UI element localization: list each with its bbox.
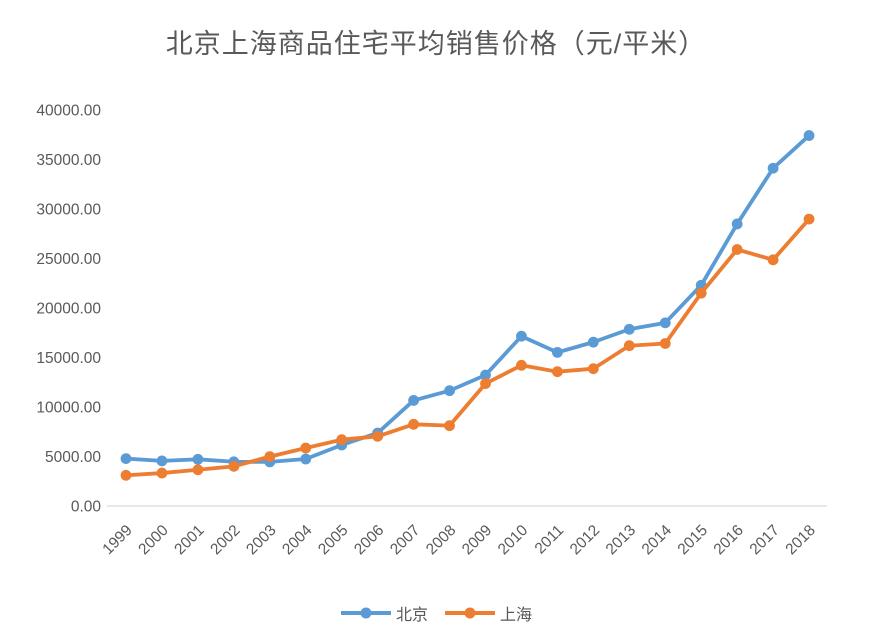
legend-marker-beijing-icon [340, 607, 391, 619]
y-axis-tick-label: 35000.00 [36, 152, 101, 169]
x-axis-label-2007: 2007 [387, 522, 423, 558]
y-axis-tick-label: 0.00 [71, 499, 102, 516]
data-point-shanghai-2004 [300, 442, 312, 454]
y-axis-tick-label: 30000.00 [36, 202, 101, 219]
x-axis-label-2004: 2004 [279, 522, 316, 559]
data-point-beijing-2000 [156, 455, 168, 467]
data-point-beijing-2017 [767, 162, 779, 174]
x-axis-label-2016: 2016 [711, 522, 747, 558]
data-point-shanghai-2003 [264, 451, 276, 463]
legend-label-shanghai: 上海 [500, 607, 533, 624]
data-point-beijing-2013 [623, 323, 635, 335]
legend-item-shanghai: 上海 [444, 601, 532, 625]
data-point-shanghai-2009 [480, 378, 491, 389]
data-point-beijing-2007 [408, 395, 419, 406]
series-line-shanghai [124, 217, 811, 478]
data-point-shanghai-2001 [192, 464, 204, 476]
data-point-shanghai-2002 [228, 460, 240, 472]
data-point-beijing-1999 [120, 453, 132, 465]
x-axis-label-2003: 2003 [243, 522, 279, 558]
data-point-beijing-2014 [659, 317, 671, 329]
x-axis-label-2012: 2012 [567, 522, 603, 558]
data-point-beijing-2016 [731, 218, 743, 230]
data-point-shanghai-2016 [731, 244, 743, 255]
data-point-beijing-2018 [803, 130, 815, 141]
data-point-shanghai-2005 [336, 434, 348, 446]
legend-item-beijing: 北京 [340, 601, 428, 625]
x-axis-label-1999: 1999 [99, 522, 135, 558]
data-point-shanghai-2018 [803, 213, 815, 225]
y-axis-tick-label: 20000.00 [36, 301, 101, 318]
data-point-beijing-2012 [587, 336, 599, 348]
y-axis-tick-label: 10000.00 [36, 400, 101, 417]
data-point-beijing-2011 [552, 346, 563, 358]
data-point-shanghai-2012 [587, 363, 599, 375]
chart-legend: 北京 上海 [0, 601, 872, 625]
data-point-shanghai-2000 [156, 467, 168, 479]
data-point-shanghai-2008 [444, 420, 455, 432]
x-axis-label-2001: 2001 [171, 522, 207, 558]
data-point-shanghai-2011 [552, 366, 563, 378]
x-axis-label-2006: 2006 [351, 522, 387, 558]
data-point-shanghai-2006 [372, 430, 384, 442]
x-axis-label-2005: 2005 [315, 522, 351, 558]
x-axis-label-2000: 2000 [135, 522, 172, 559]
x-axis-label-2009: 2009 [459, 522, 495, 558]
data-point-shanghai-2017 [767, 254, 779, 266]
data-point-shanghai-2015 [695, 287, 707, 299]
x-axis-label-2018: 2018 [782, 522, 818, 558]
x-axis-label-2017: 2017 [747, 522, 783, 558]
data-point-shanghai-2014 [659, 338, 671, 349]
y-axis-tick-label: 40000.00 [36, 103, 101, 120]
series-line-beijing [124, 133, 811, 464]
x-axis-label-2010: 2010 [495, 522, 532, 559]
legend-label-beijing: 北京 [395, 607, 428, 624]
data-point-beijing-2004 [300, 453, 312, 465]
x-axis-label-2002: 2002 [207, 522, 243, 558]
x-axis-label-2014: 2014 [639, 522, 676, 559]
x-axis-label-2008: 2008 [423, 522, 459, 558]
x-axis-label-2015: 2015 [675, 522, 711, 558]
line-chart-plot-area: 0.00 5000.00 10000.00 15000.00 20000.00 25000… [36, 103, 827, 559]
data-point-beijing-2001 [192, 453, 204, 465]
legend-marker-shanghai-icon [445, 607, 495, 619]
chart-title: 北京上海商品住宅平均销售价格（元/平米） [165, 29, 707, 59]
data-point-beijing-2010 [516, 330, 527, 342]
y-axis-tick-label: 25000.00 [36, 251, 101, 268]
data-point-beijing-2009 [480, 369, 491, 381]
data-point-shanghai-2010 [516, 359, 527, 371]
x-axis-label-2013: 2013 [603, 522, 639, 558]
data-point-shanghai-2007 [408, 418, 419, 430]
data-point-shanghai-1999 [120, 469, 132, 481]
x-axis-label-2011: 2011 [532, 522, 568, 558]
y-axis-tick-label: 5000.00 [45, 449, 101, 466]
data-point-beijing-2008 [444, 385, 455, 397]
y-axis-tick-label: 15000.00 [36, 350, 101, 367]
data-point-shanghai-2013 [623, 340, 635, 352]
